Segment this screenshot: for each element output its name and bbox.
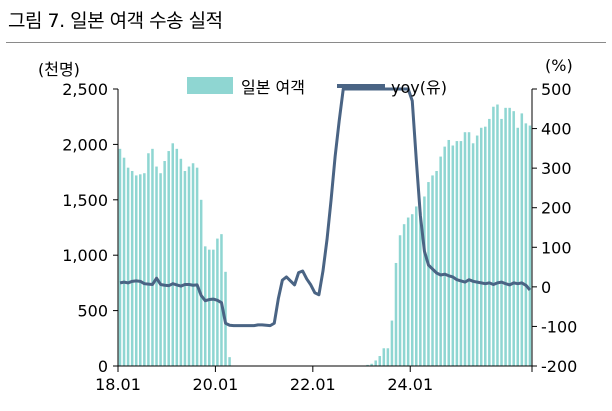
bar [187,166,191,366]
bar [370,363,373,366]
legend-label-line: yoy(유) [391,78,447,97]
x-tick-label: 24.01 [387,375,433,394]
right-tick-label: -200 [541,357,577,376]
bar [147,153,150,366]
bar [216,238,219,366]
bar [228,357,231,366]
bar [122,157,126,366]
right-axis-unit: (%) [545,56,573,75]
bar [143,173,146,366]
bar [451,145,455,366]
x-tick-label: 22.01 [290,375,336,394]
right-tick-label: 200 [541,199,572,218]
yoy-line [119,87,532,328]
bar [439,156,442,366]
title-divider [6,42,606,43]
bar [118,148,122,366]
bar [171,143,175,366]
right-tick-label: -100 [541,317,577,336]
right-tick-label: 500 [541,80,572,99]
bar [167,151,170,366]
bar [524,123,528,366]
bar [427,182,430,366]
right-tick-label: 0 [541,278,551,297]
bar [134,175,138,366]
bar [406,217,410,366]
right-tick-label: 100 [541,238,572,257]
bar [378,356,382,366]
bar [220,234,223,366]
bar [374,360,377,366]
bar [467,132,471,366]
left-tick-label: 2,500 [62,80,108,99]
figure-title: 그림 7. 일본 여객 수송 실적 [8,10,223,32]
line-series [119,87,532,328]
bar [191,163,195,366]
bar [459,141,463,366]
bar [386,348,390,366]
right-tick-label: 400 [541,120,572,139]
left-tick-label: 500 [77,302,108,321]
bar [455,141,459,366]
bar [447,139,451,366]
bar [479,127,483,366]
bar [423,196,426,366]
bar [394,262,398,366]
bar [402,224,406,366]
bar-series [118,104,532,366]
bar [130,170,134,366]
bar [212,249,215,366]
bar [475,135,479,366]
bar [492,106,495,366]
x-tick-label: 18.01 [95,375,141,394]
bar [159,173,162,366]
bar [415,206,418,366]
legend-swatch-bar [187,77,233,94]
right-tick-label: 300 [541,159,572,178]
bar [512,111,515,366]
bar [203,246,207,366]
bar [504,107,507,366]
left-tick-label: 1,500 [62,191,108,210]
bar [484,126,487,366]
bar [410,214,414,366]
bar [398,235,402,366]
bar [163,161,166,366]
left-axis-unit: (천명) [38,60,80,79]
axes: 0 500 1,000 1,500 2,000 2,500 -200 -100 0 100 200 3… [62,80,577,394]
bar [528,125,532,366]
bar [126,167,130,366]
bar [195,167,199,366]
bar [390,320,394,366]
bar [488,118,491,366]
legend: 일본 여객 yoy(유) [187,77,447,97]
left-tick-label: 2,000 [62,135,108,154]
bar [496,104,499,366]
bar [366,364,369,366]
left-tick-label: 0 [98,357,108,376]
bar [471,143,475,366]
bar [435,170,438,366]
bar [443,146,446,366]
bar [155,166,158,366]
bar [508,107,511,366]
bar [151,148,154,366]
bar [208,249,211,366]
left-tick-label: 1,000 [62,246,108,265]
bar [175,148,179,366]
x-tick-label: 20.01 [193,375,239,394]
bar [500,118,503,366]
legend-label-bar: 일본 여객 [241,78,305,97]
bar [419,211,422,366]
bar [520,113,524,366]
bar [179,158,183,366]
bar [463,132,467,366]
bar [382,348,386,366]
bar [139,174,142,366]
bar [199,199,203,366]
bar [183,170,187,366]
bar [516,127,520,366]
